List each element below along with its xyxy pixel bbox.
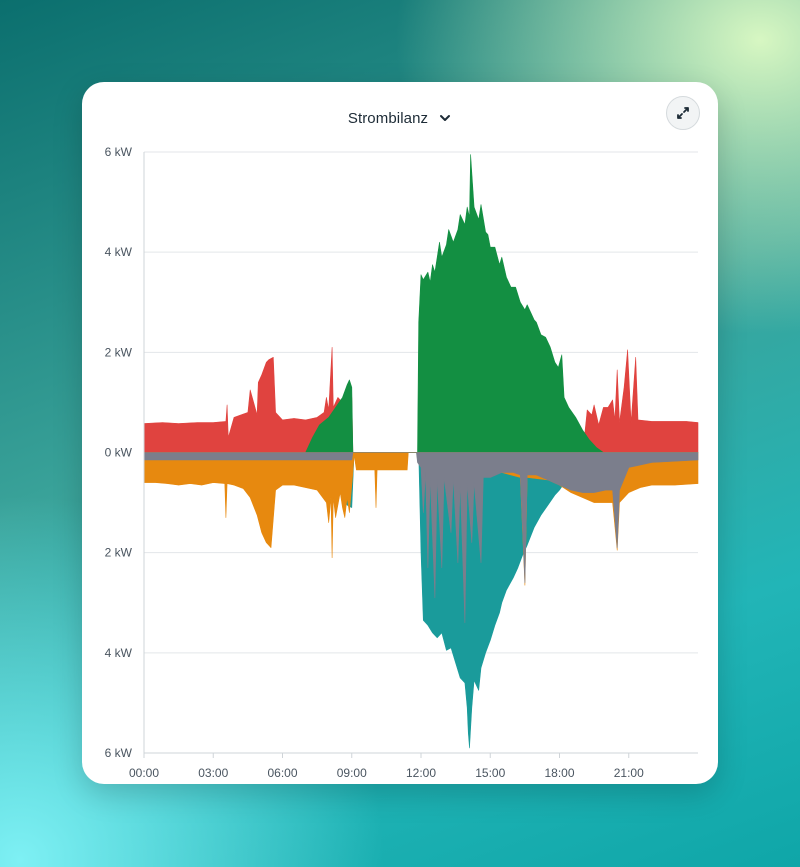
y-tick-label: 6 kW [105,746,133,760]
chart-title[interactable]: Strombilanz [347,109,429,127]
x-tick-label: 15:00 [475,766,505,780]
x-tick-label: 03:00 [198,766,228,780]
expand-button[interactable] [666,96,700,130]
expand-icon [675,105,691,121]
series-area-3 [339,452,699,749]
x-tick-label: 21:00 [614,766,644,780]
y-tick-label: 4 kW [105,245,133,259]
series-areas [143,154,699,749]
x-tick-label: 12:00 [406,766,436,780]
y-tick-labels: 6 kW 4 kW 2 kW 0 kW 2 kW 4 kW 6 kW [105,145,133,760]
series-area-5 [143,452,699,624]
chart-card: Strombilanz 6 kW 4 kW 2 kW 0 kW 2 kW 4 kW 6 kW… [82,82,718,784]
y-tick-label: 6 kW [105,145,133,159]
x-tick-label: 09:00 [337,766,367,780]
axes [143,152,698,758]
x-tick-label: 06:00 [267,766,297,780]
series-area-4 [143,452,699,586]
x-tick-label: 18:00 [544,766,574,780]
chart-header: Strombilanz [82,106,718,130]
series-area-1 [143,347,699,453]
y-tick-label: 2 kW [105,546,133,560]
y-tick-label: 2 kW [105,345,133,359]
series-area-2 [305,154,604,453]
y-tick-label: 4 kW [105,646,133,660]
y-tick-label: 0 kW [105,446,133,460]
x-tick-labels: 00:00 03:00 06:00 09:00 12:00 15:00 18:00 21:00 [129,766,644,780]
power-balance-chart: 6 kW4 kW2 kW0 kW2 kW4 kW6 kW 00:00 03:00 0… [105,145,699,780]
x-tick-label: 00:00 [129,766,159,780]
chevron-down-icon[interactable] [438,111,452,125]
